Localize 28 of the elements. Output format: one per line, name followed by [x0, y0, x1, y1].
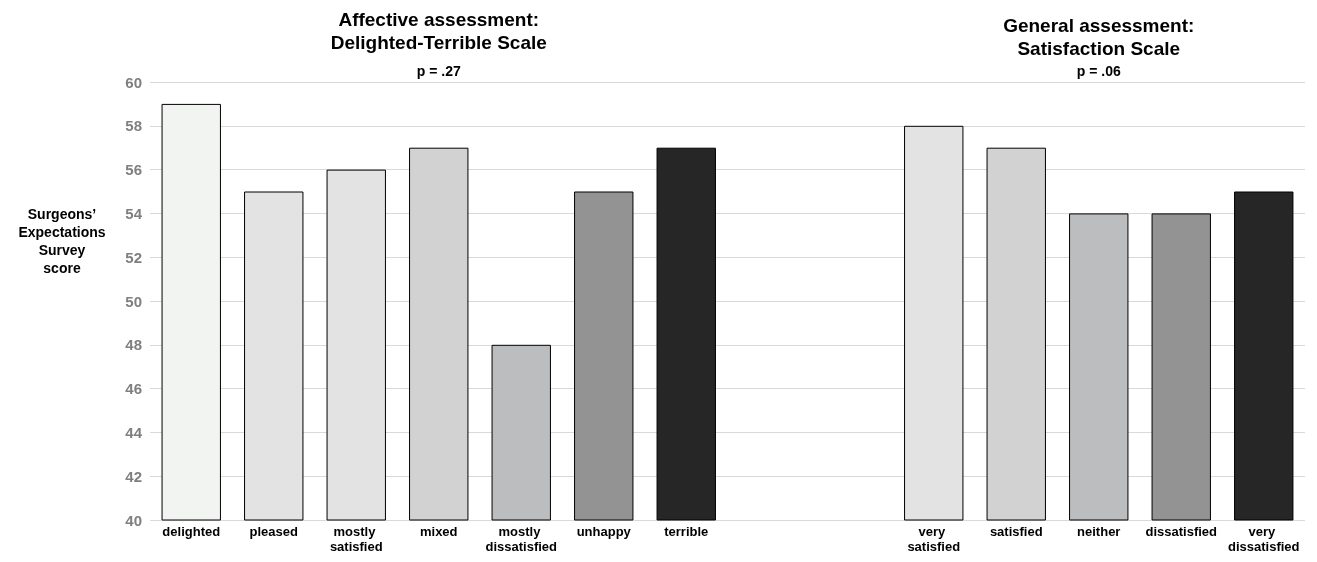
x-tick-label: mostly satisfied — [329, 524, 383, 554]
x-tick-label: mostly dissatisfied — [485, 524, 558, 554]
x-tick-label: very satisfied — [907, 524, 961, 554]
x-tick-label: mixed — [419, 524, 458, 539]
text: p = .06 — [1076, 63, 1121, 79]
text: General assessment: Satisfaction Scale — [1003, 15, 1195, 59]
y-tick-label: 58 — [125, 117, 142, 135]
x-tick-label: unhappy — [576, 524, 632, 539]
text: p = .27 — [416, 63, 461, 79]
y-axis-title: Surgeons’ Expectations Survey score — [18, 206, 106, 276]
text: Affective assessment: Delighted-Terrible Scale — [330, 9, 547, 53]
x-tick-label: pleased — [249, 524, 299, 539]
x-tick-label: dissatisfied — [1145, 524, 1218, 539]
y-tick-label: 44 — [125, 423, 143, 441]
x-tick-label: delighted — [162, 524, 221, 539]
x-tick-label: terrible — [664, 524, 709, 539]
y-tick-label: 50 — [125, 292, 142, 310]
y-tick-label: 60 — [125, 73, 142, 91]
x-tick-label: neither — [1077, 524, 1121, 539]
y-tick-label: 52 — [125, 248, 142, 266]
y-tick-label: 54 — [125, 204, 143, 222]
y-tick-label: 46 — [125, 380, 142, 398]
y-tick-label: 56 — [125, 161, 142, 179]
x-tick-label: very dissatisfied — [1227, 524, 1300, 554]
y-tick-label: 42 — [125, 467, 142, 485]
y-tick-label: 48 — [125, 336, 142, 354]
x-tick-label: satisfied — [989, 524, 1043, 539]
y-tick-label: 40 — [125, 511, 142, 529]
